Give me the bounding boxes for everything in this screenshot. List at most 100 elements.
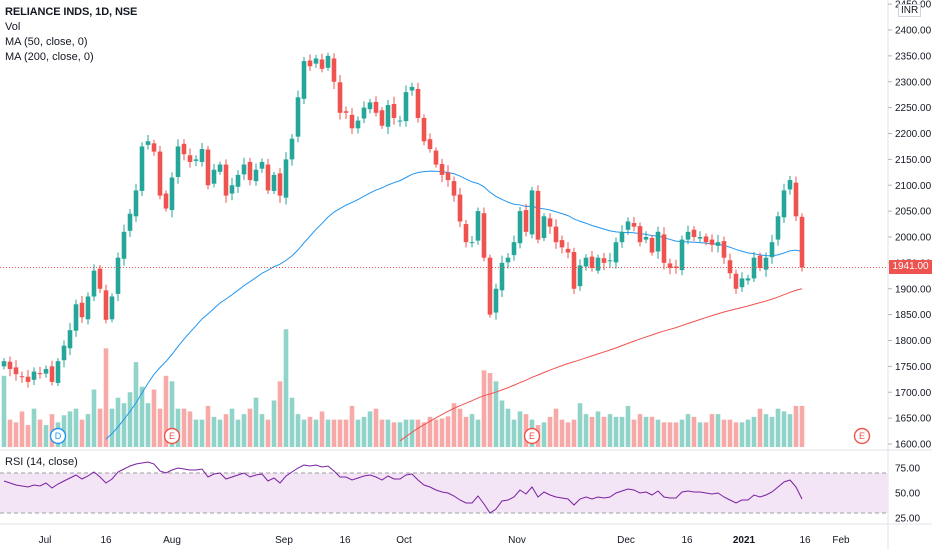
volume-bar (367, 411, 373, 447)
time-tick-label: Oct (396, 535, 412, 546)
candle-body (145, 141, 151, 145)
candle-body (751, 257, 757, 279)
volume-bar (385, 419, 391, 447)
volume-bar (661, 422, 667, 447)
volume-bar (301, 419, 307, 447)
candle-body (175, 146, 181, 177)
time-tick-label: 16 (339, 535, 351, 546)
volume-bar (349, 405, 355, 447)
volume-bar (115, 397, 121, 447)
time-axis[interactable]: Jul 16 Aug Sep 16 Oct Nov Dec 16 2021 16 Feb (39, 535, 850, 546)
candle-body (499, 262, 505, 291)
candle-body (229, 185, 235, 194)
volume-bar (583, 414, 589, 447)
volume-bar (223, 414, 229, 447)
volume-bar (157, 408, 163, 447)
candle-body (241, 164, 247, 175)
time-tick-label: 2021 (733, 535, 756, 546)
rsi-axis[interactable]: 25.00 50.00 75.00 (895, 464, 920, 525)
volume-bar (493, 381, 499, 447)
volume-bar (601, 416, 607, 447)
candle-body (793, 182, 799, 217)
earnings-marker[interactable]: E (163, 427, 181, 445)
volume-bar (613, 416, 619, 447)
candle-body (427, 139, 433, 150)
candle-body (277, 173, 283, 196)
volume-bar (697, 422, 703, 447)
price-tick-label: 2100.00 (895, 181, 932, 192)
candle-body (475, 211, 481, 241)
candle-body (325, 55, 331, 68)
currency-label[interactable]: INR (898, 4, 922, 17)
rsi-band (0, 473, 888, 513)
candle-body (445, 172, 451, 181)
candle-body (37, 373, 43, 375)
volume-bar (319, 411, 325, 447)
candle-body (367, 102, 373, 110)
rsi-pane (0, 461, 888, 514)
earnings-marker[interactable]: E (523, 427, 541, 445)
rsi-indicator-label[interactable]: RSI (14, close) (5, 456, 78, 468)
candle-body (547, 218, 553, 227)
volume-bar (259, 414, 265, 447)
volume-bar (139, 386, 145, 447)
volume-bar (265, 419, 271, 447)
volume-bar (133, 362, 139, 447)
price-tick-label: 1750.00 (895, 362, 932, 373)
volume-bar (595, 411, 601, 447)
price-tick-label: 2350.00 (895, 51, 932, 62)
candle-body (199, 149, 205, 162)
ma50-indicator-label[interactable]: MA (50, close, 0) (5, 36, 88, 48)
time-tick-label: Sep (275, 535, 293, 546)
volume-bar (19, 411, 25, 447)
candle-body (223, 164, 229, 196)
candle-body (571, 252, 577, 289)
volume-bar (193, 419, 199, 447)
candle-body (541, 216, 547, 239)
candle-body (769, 242, 775, 258)
candle-body (757, 255, 763, 269)
earnings-marker[interactable]: E (853, 427, 871, 445)
dividend-marker[interactable]: D (49, 427, 67, 445)
candle-body (79, 302, 85, 318)
price-axis[interactable]: 1600.00 1650.00 1700.00 1750.00 1800.00 1850.… (888, 0, 932, 451)
candle-body (703, 236, 709, 243)
candle-body (361, 107, 367, 119)
candle-body (781, 190, 787, 218)
volume-bar (517, 411, 523, 447)
candle-body (265, 164, 271, 191)
volume-bar (37, 419, 43, 447)
volume-bar (391, 422, 397, 447)
price-tick-label: 2300.00 (895, 77, 932, 88)
ma200-line (399, 288, 803, 442)
volume-bar (511, 419, 517, 447)
candle-body (733, 273, 739, 289)
price-tick-label: 1900.00 (895, 284, 932, 295)
candle-body (163, 193, 169, 209)
candle-body (391, 104, 397, 118)
volume-bar (67, 411, 73, 447)
candle-body (187, 155, 193, 162)
volume-bar (325, 419, 331, 447)
symbol-title[interactable]: RELIANCE INDS, 1D, NSE (5, 6, 138, 18)
volume-bar (739, 422, 745, 447)
time-tick-label: 16 (100, 535, 112, 546)
candle-body (73, 304, 79, 331)
candle-body (7, 361, 13, 369)
candle-body (469, 242, 475, 244)
candle-body (661, 234, 667, 263)
volume-bar (343, 419, 349, 447)
volume-bar (241, 414, 247, 447)
candle-body (337, 82, 343, 113)
price-tick-label: 2050.00 (895, 207, 932, 218)
ma200-indicator-label[interactable]: MA (200, close, 0) (5, 51, 94, 63)
time-tick-label: Feb (832, 535, 850, 546)
event-letter: E (859, 431, 865, 441)
volume-indicator-label[interactable]: Vol (5, 21, 21, 33)
volume-bar (505, 408, 511, 447)
volume-bar (1, 375, 7, 447)
candle-body (631, 223, 637, 227)
candle-body (61, 345, 67, 361)
